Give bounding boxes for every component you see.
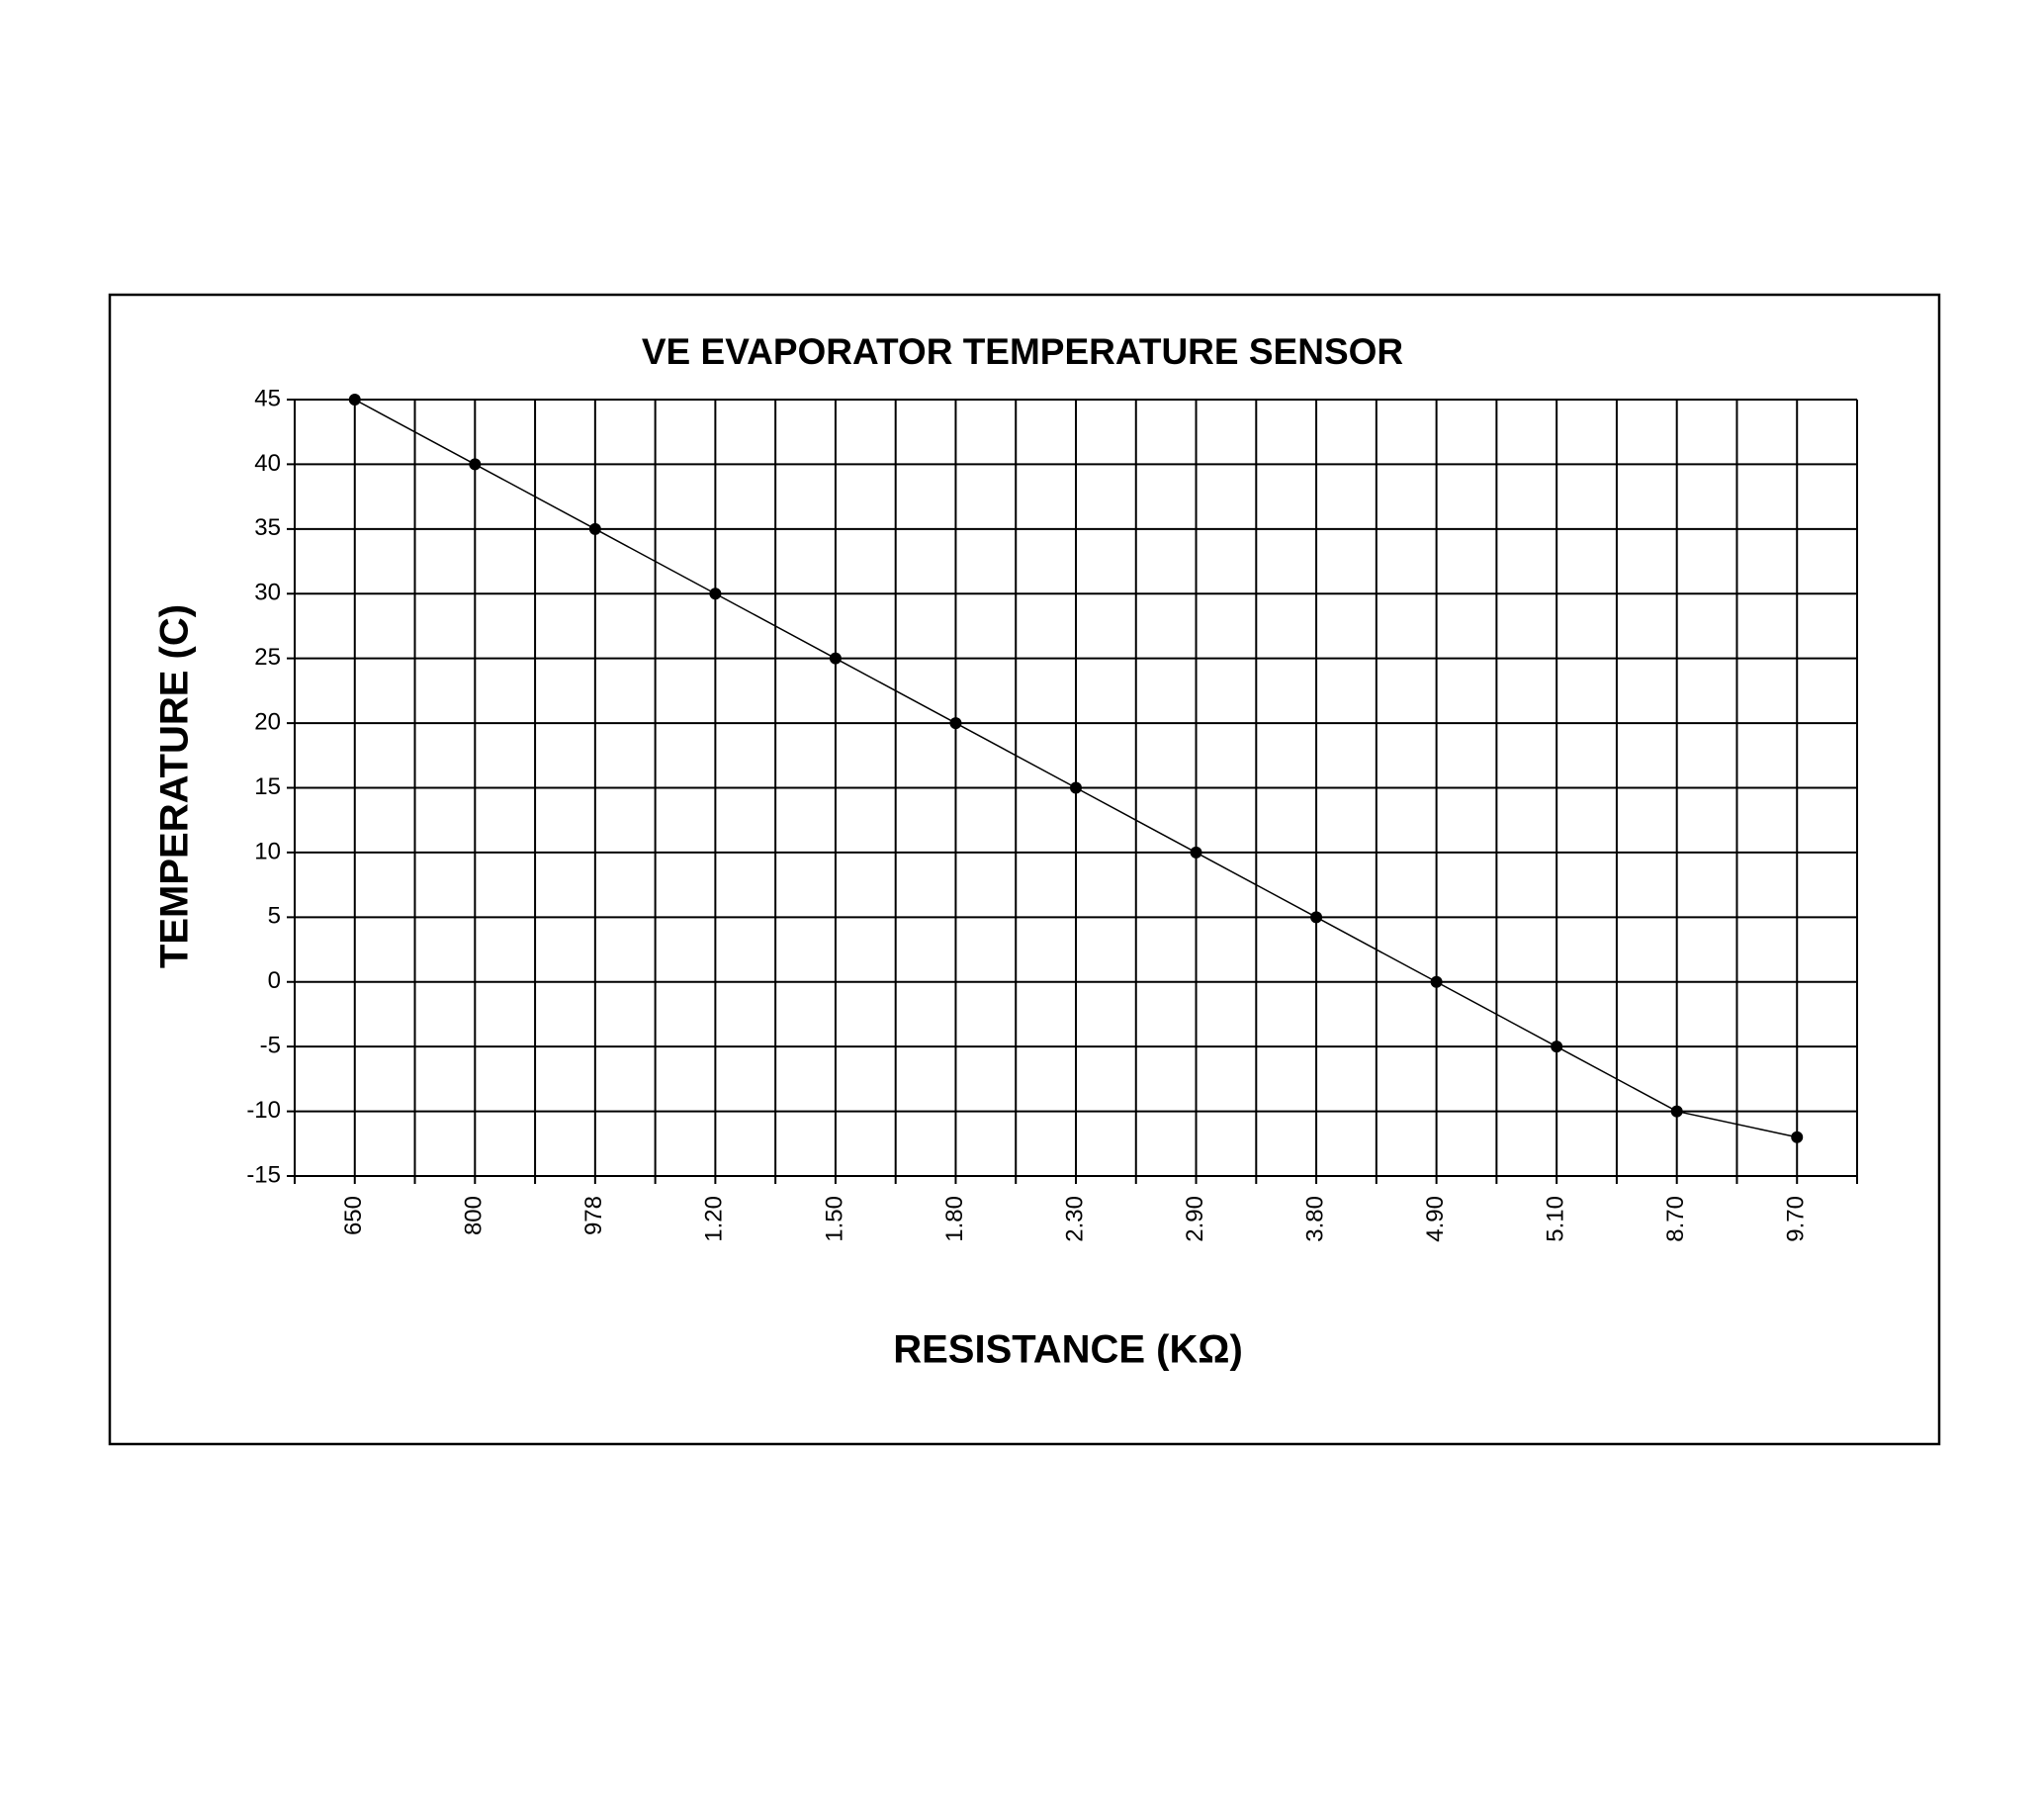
y-tick-label: 30 <box>254 580 281 606</box>
chart-frame <box>108 293 1941 1446</box>
x-tick-label: 3.80 <box>1301 1196 1328 1242</box>
x-tick-label: 5.10 <box>1542 1196 1568 1242</box>
data-point <box>829 652 842 665</box>
data-point <box>1430 975 1443 988</box>
y-tick-label: -5 <box>260 1033 281 1059</box>
data-point <box>348 394 361 406</box>
x-tick-label: 978 <box>580 1196 607 1235</box>
data-point <box>949 717 962 730</box>
x-tick-label: 9.70 <box>1783 1196 1810 1242</box>
y-tick-label: -10 <box>246 1097 281 1124</box>
y-tick-label: 15 <box>254 773 281 800</box>
data-point <box>1670 1105 1683 1118</box>
data-point <box>588 522 601 535</box>
data-point <box>1551 1041 1563 1053</box>
x-tick-label: 650 <box>340 1196 367 1235</box>
chart-title: VE EVAPORATOR TEMPERATURE SENSOR <box>642 331 1403 372</box>
x-tick-label: 4.90 <box>1422 1196 1449 1242</box>
x-tick-label: 8.70 <box>1662 1196 1689 1242</box>
y-tick-label: 25 <box>254 644 281 671</box>
y-tick-label: 45 <box>254 385 281 411</box>
data-point <box>1190 846 1202 859</box>
y-tick-label: -15 <box>246 1161 281 1188</box>
x-tick-label: 2.30 <box>1061 1196 1088 1242</box>
x-tick-label: 1.50 <box>821 1196 847 1242</box>
y-tick-label: 10 <box>254 838 281 864</box>
data-point <box>469 458 482 471</box>
x-tick-label: 1.20 <box>701 1196 728 1242</box>
y-tick-label: 20 <box>254 708 281 735</box>
data-point <box>709 588 722 600</box>
x-tick-label: 2.90 <box>1182 1196 1208 1242</box>
x-tick-label: 1.80 <box>941 1196 968 1242</box>
y-tick-label: 35 <box>254 514 281 541</box>
x-tick-label: 800 <box>461 1196 488 1235</box>
y-tick-label: 40 <box>254 450 281 477</box>
y-tick-label: 0 <box>268 967 281 994</box>
y-axis-title: TEMPERATURE (C) <box>153 604 197 968</box>
data-point <box>1310 911 1323 924</box>
data-point <box>1070 781 1082 794</box>
x-axis-title: RESISTANCE (KΩ) <box>893 1328 1243 1372</box>
y-tick-label: 5 <box>268 903 281 930</box>
data-point <box>1791 1131 1804 1143</box>
